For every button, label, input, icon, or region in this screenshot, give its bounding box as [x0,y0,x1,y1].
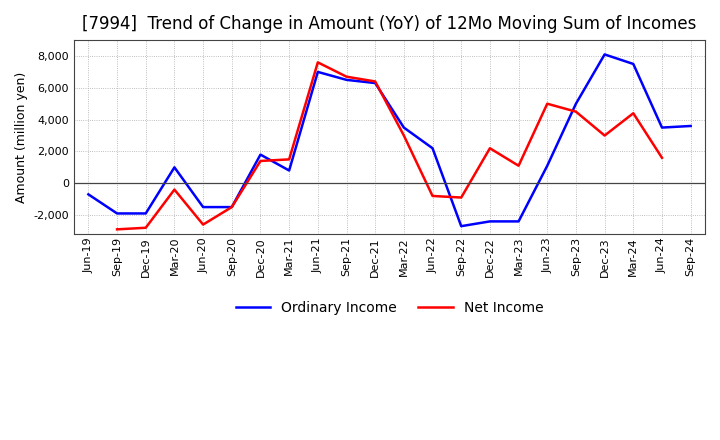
Ordinary Income [686,123,695,128]
Legend: Ordinary Income, Net Income: Ordinary Income, Net Income [230,295,549,320]
Net Income [400,133,408,138]
Net Income [342,74,351,79]
Ordinary Income [113,211,122,216]
Ordinary Income [629,61,638,66]
Ordinary Income [141,211,150,216]
Net Income [199,222,207,227]
Ordinary Income [228,205,236,210]
Ordinary Income [428,146,437,151]
Line: Net Income: Net Income [117,62,662,229]
Ordinary Income [457,224,466,229]
Net Income [543,101,552,106]
Line: Ordinary Income: Ordinary Income [89,55,690,226]
Net Income [228,205,236,210]
Ordinary Income [285,168,294,173]
Ordinary Income [313,69,322,74]
Net Income [657,155,666,161]
Title: [7994]  Trend of Change in Amount (YoY) of 12Mo Moving Sum of Incomes: [7994] Trend of Change in Amount (YoY) o… [82,15,697,33]
Y-axis label: Amount (million yen): Amount (million yen) [15,71,28,203]
Ordinary Income [543,163,552,169]
Ordinary Income [600,52,609,57]
Net Income [285,157,294,162]
Ordinary Income [256,152,265,157]
Net Income [371,79,379,84]
Ordinary Income [342,77,351,83]
Ordinary Income [170,165,179,170]
Ordinary Income [84,192,93,197]
Net Income [141,225,150,231]
Ordinary Income [485,219,494,224]
Net Income [313,60,322,65]
Net Income [457,195,466,200]
Net Income [256,158,265,164]
Net Income [170,187,179,192]
Net Income [428,193,437,198]
Ordinary Income [657,125,666,130]
Ordinary Income [400,125,408,130]
Net Income [113,227,122,232]
Net Income [572,109,580,114]
Net Income [629,110,638,116]
Net Income [600,133,609,138]
Ordinary Income [199,205,207,210]
Net Income [514,163,523,169]
Net Income [485,146,494,151]
Ordinary Income [514,219,523,224]
Ordinary Income [371,81,379,86]
Ordinary Income [572,101,580,106]
